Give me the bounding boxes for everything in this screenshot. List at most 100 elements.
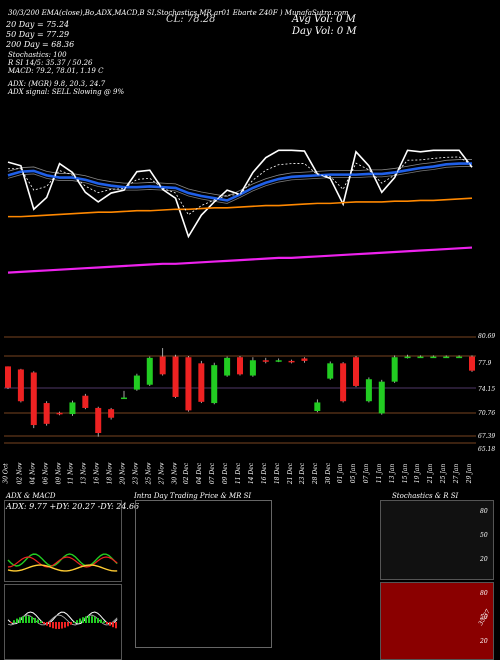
macd-hist-bar-25 [85, 616, 87, 623]
stochastics-label: Stochastics: 100 [8, 51, 67, 59]
mr-tick-80: 80 [480, 590, 488, 597]
candle-body-14 [185, 357, 192, 411]
macd-hist-bar-6 [28, 616, 30, 623]
macd-hist-bar-16 [58, 622, 60, 629]
close-label: CL: 78.28 [166, 14, 216, 25]
candle-body-22 [288, 360, 295, 363]
adx-signal-label: ADX signal: SELL Slowing @ 9% [8, 88, 125, 96]
macd-hist-bar-35 [115, 622, 117, 629]
adx-line [7, 564, 118, 572]
candle-body-4 [56, 412, 63, 415]
macd-hist-bar-22 [76, 620, 78, 623]
macd-hist-bar-20 [70, 622, 72, 625]
candle-body-25 [327, 363, 334, 379]
mr-tick-20: 20 [480, 638, 488, 645]
intraday-panel [135, 500, 272, 648]
candle-body-30 [391, 357, 398, 382]
candle-body-13 [172, 356, 179, 397]
adx-panel [4, 500, 122, 582]
candle-body-10 [133, 375, 140, 390]
macd-hist-bar-24 [82, 617, 84, 623]
macd-hist-bar-27 [91, 616, 93, 623]
macd-hist-bar-1 [13, 620, 15, 623]
header-top-line: 30/3/200 EMA(close),Bo,ADX,MACD,B SI,Sto… [8, 9, 349, 17]
mr-panel [380, 582, 494, 660]
candle-body-36 [469, 356, 475, 371]
price-level-label-5: 65.18 [478, 446, 496, 453]
candle-body-9 [121, 397, 127, 400]
ema-upper-band [7, 159, 472, 197]
macd-hist-bar-31 [103, 621, 105, 623]
macd-hist-bar-21 [73, 621, 75, 623]
macd-hist-bar-15 [55, 622, 57, 629]
candle-body-35 [456, 356, 463, 359]
candle-body-18 [237, 357, 243, 375]
day-vol-label: Day Vol: 0 M [292, 26, 357, 37]
candle-body-29 [378, 381, 385, 414]
stoch-tick-50: 50 [480, 532, 488, 539]
candle-body-17 [224, 357, 231, 376]
macd-hist-bar-18 [64, 622, 66, 628]
candle-body-12 [159, 356, 166, 375]
macd-hist-bar-29 [97, 618, 99, 623]
candle-body-26 [340, 363, 347, 402]
macd-hist-bar-34 [112, 622, 114, 628]
candle-body-23 [301, 358, 308, 361]
macd-panel [4, 584, 122, 660]
macd-hist-bar-19 [67, 622, 69, 627]
price-level-label-3: 70.76 [478, 410, 496, 417]
ma-200-label: 200 Day = 68.36 [6, 40, 75, 49]
stochastics-title: Stochastics & R SI [392, 492, 459, 500]
macd-hist-bar-7 [31, 616, 33, 623]
candle-body-8 [108, 409, 115, 418]
macd-hist-bar-11 [43, 622, 45, 624]
macd-hist-bar-33 [109, 622, 111, 626]
candle-body-27 [353, 357, 359, 386]
candle-body-7 [95, 407, 102, 433]
candle-body-34 [443, 356, 450, 359]
macd-hist-bar-12 [46, 622, 48, 626]
ma-50-label: 50 Day = 77.29 [6, 30, 70, 39]
macd-hist-bar-3 [19, 617, 21, 623]
ema-magenta-line [7, 246, 473, 274]
candle-body-2 [30, 372, 37, 426]
candle-body-1 [17, 369, 24, 402]
candle-body-21 [275, 360, 282, 362]
adx-plus-di-line [7, 553, 118, 567]
macd-hist-bar-2 [16, 618, 18, 623]
candle-body-3 [43, 403, 50, 424]
adx-values-label: ADX: (MGR) 9.8, 20.3, 24.7 [8, 80, 106, 88]
candlestick-chart [4, 336, 476, 444]
macd-label: MACD: 79.2, 78.01, 1.19 C [8, 67, 104, 75]
macd-hist-bar-14 [52, 622, 54, 629]
macd-hist-bar-17 [61, 622, 63, 629]
adx-value-label: ADX: 9.77 +DY: 20.27 -DY: 24.66 [6, 502, 140, 511]
candle-body-16 [211, 365, 218, 404]
candle-body-33 [430, 356, 437, 359]
r-si-label: R SI 14/5: 35.37 / 50.26 [8, 59, 93, 67]
price-level-label-4: 67.39 [478, 433, 496, 440]
macd-hist-bar-10 [40, 621, 42, 623]
candle-body-19 [249, 360, 256, 376]
ma-20-label: 20 Day = 75.24 [6, 20, 70, 29]
macd-hist-bar-0 [10, 622, 12, 623]
stoch-tick-20: 20 [480, 556, 488, 563]
macd-hist-bar-9 [37, 619, 39, 623]
macd-hist-bar-32 [106, 622, 108, 625]
price-dotted-line [8, 156, 473, 216]
price-level-label-1: 77.9 [478, 360, 492, 367]
macd-hist-bar-23 [79, 618, 81, 623]
adx-minus-di-line [7, 556, 118, 568]
adx-macd-title: ADX & MACD [6, 492, 56, 500]
candle-body-24 [314, 402, 321, 411]
macd-hist-bar-28 [94, 616, 96, 623]
macd-hist-bar-8 [34, 617, 36, 623]
macd-hist-bar-26 [88, 616, 90, 623]
candle-body-6 [82, 395, 89, 408]
candle-body-32 [417, 356, 424, 359]
candle-body-20 [262, 360, 269, 362]
macd-line [7, 611, 118, 625]
stochastics-panel [380, 500, 494, 580]
candle-body-5 [69, 402, 76, 415]
macd-hist-bar-30 [100, 619, 102, 623]
